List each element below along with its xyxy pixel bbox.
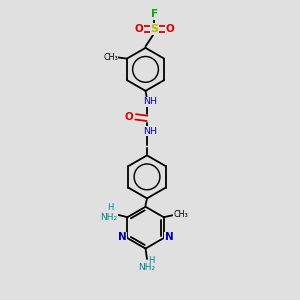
- Text: CH₃: CH₃: [174, 210, 188, 219]
- Text: NH₂: NH₂: [100, 213, 118, 222]
- Text: H: H: [107, 203, 114, 212]
- Text: O: O: [124, 112, 133, 122]
- Text: O: O: [135, 24, 143, 34]
- Text: S: S: [151, 24, 158, 34]
- Text: CH₃: CH₃: [103, 52, 118, 62]
- Text: NH: NH: [144, 127, 158, 136]
- Text: H: H: [148, 256, 155, 265]
- Text: O: O: [166, 24, 174, 34]
- Text: N: N: [165, 232, 173, 242]
- Text: NH₂: NH₂: [139, 263, 156, 272]
- Text: F: F: [151, 9, 158, 19]
- Text: NH: NH: [144, 98, 158, 106]
- Text: N: N: [118, 232, 126, 242]
